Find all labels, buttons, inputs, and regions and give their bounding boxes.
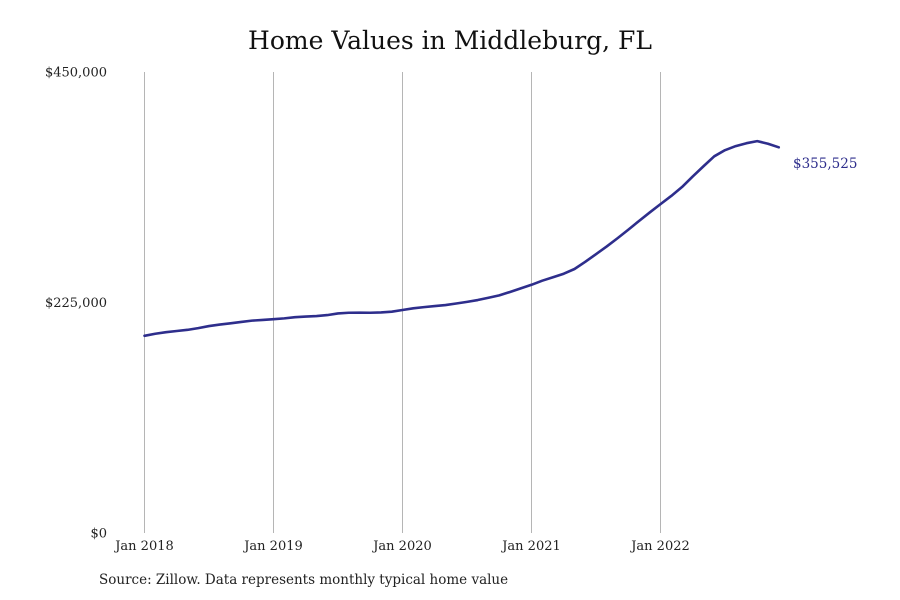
- source-note: Source: Zillow. Data represents monthly …: [99, 572, 509, 588]
- x-tick-label: Jan 2019: [242, 539, 303, 554]
- y-axis-ticks: $0 $225,000 $450,000: [45, 66, 107, 542]
- x-tick-label: Jan 2018: [113, 539, 174, 554]
- y-tick-label: $450,000: [45, 66, 107, 81]
- x-tick-label: Jan 2020: [371, 539, 432, 554]
- y-tick-label: $0: [90, 527, 107, 542]
- y-tick-label: $225,000: [45, 296, 107, 311]
- x-tick-label: Jan 2022: [629, 539, 690, 554]
- chart-title: Home Values in Middleburg, FL: [248, 26, 652, 55]
- end-value-label: $355,525: [793, 156, 857, 172]
- x-tick-label: Jan 2021: [500, 539, 561, 554]
- series-line: [143, 139, 781, 338]
- x-axis-ticks: Jan 2018 Jan 2019 Jan 2020 Jan 2021 Jan 2022: [113, 539, 690, 554]
- gridlines: [144, 72, 661, 533]
